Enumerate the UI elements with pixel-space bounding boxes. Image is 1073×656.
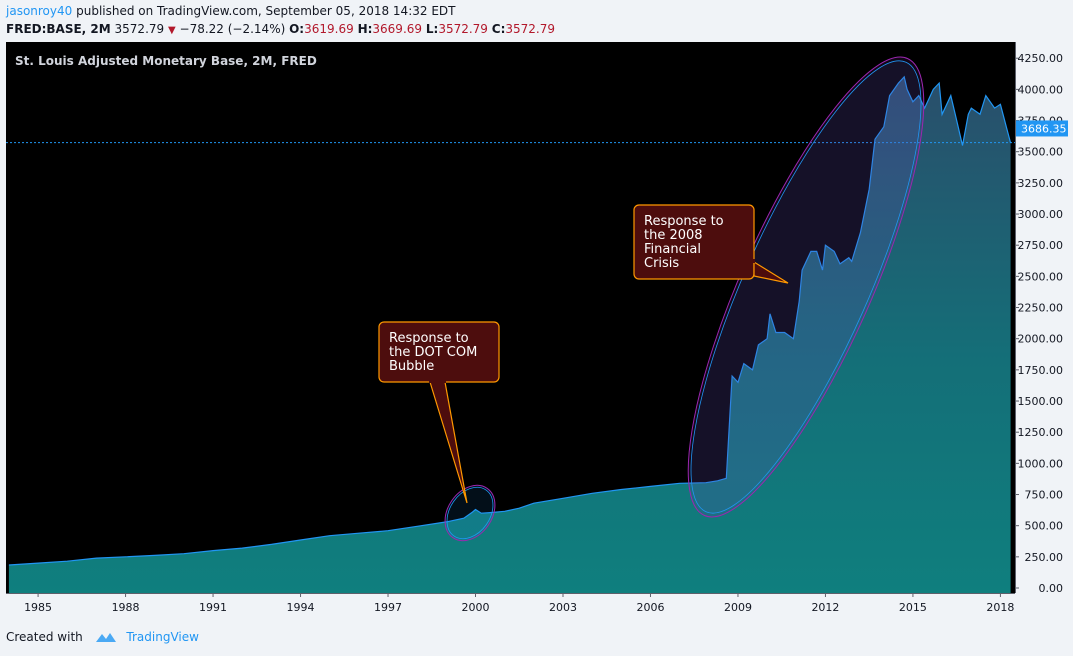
footer: Created with TradingView (6, 630, 199, 646)
dotcom-callout-pointer-join (429, 379, 446, 383)
dotcom-ellipse-inner (446, 486, 494, 540)
symbol-label: FRED:BASE, 2M (6, 22, 111, 36)
x-tick-label: 1997 (374, 601, 402, 614)
y-tick-label: 3500.00 (1018, 146, 1064, 159)
tradingview-logo-icon[interactable] (95, 631, 117, 646)
close-value: 3572.79 (505, 22, 555, 36)
y-tick-label: 2750.00 (1018, 239, 1064, 252)
high-value: 3669.69 (372, 22, 423, 36)
close-label: C: (491, 22, 506, 36)
price-change: −78.22 (−2.14%) (179, 22, 286, 36)
dotcom-ellipse[interactable] (435, 476, 505, 550)
x-tick-label: 2000 (462, 601, 490, 614)
open-value: 3619.69 (304, 22, 354, 36)
dotcom-callout-text-line: Response to (389, 331, 469, 346)
y-tick-label: 1000.00 (1018, 457, 1064, 470)
price-label: 3686.35 (1021, 122, 1067, 135)
y-tick-label: 2250.00 (1018, 302, 1064, 315)
publish-text: published on TradingView.com, September … (76, 4, 456, 18)
dotcom-callout-text-line: Bubble (389, 359, 434, 374)
crisis-callout-pointer-join (753, 259, 755, 263)
y-tick-label: 4250.00 (1018, 52, 1064, 65)
price-label-box (1016, 120, 1068, 137)
x-tick-label: 1991 (199, 601, 227, 614)
y-tick-label: 3000.00 (1018, 208, 1064, 221)
chart-container[interactable]: Response to the DOT COM Bubble Response to t… (0, 42, 1073, 622)
crisis-callout-pointer (753, 260, 789, 284)
crisis-callout-text-line: Financial (644, 242, 701, 257)
x-tick-label: 2012 (811, 601, 839, 614)
y-tick-label: 0.00 (1039, 582, 1064, 595)
ohlc-legend: FRED:BASE, 2M 3572.79 ▼ −78.22 (−2.14%) … (6, 22, 555, 36)
dotcom-highlight[interactable] (435, 476, 505, 550)
area-fill (8, 76, 1011, 593)
open-label: O: (289, 22, 305, 36)
series-line (8, 75, 1012, 566)
low-label: L: (425, 22, 439, 36)
x-tick-label: 2018 (986, 601, 1014, 614)
down-arrow-icon: ▼ (167, 25, 176, 36)
crisis-callout-text-line: Response to (644, 214, 724, 229)
y-tick-label: 500.00 (1025, 520, 1064, 533)
x-tick-label: 2003 (549, 601, 577, 614)
x-tick-label: 2015 (899, 601, 927, 614)
tradingview-link[interactable]: TradingView (126, 630, 199, 644)
created-with-text: Created with (6, 630, 83, 644)
x-tick-label: 2009 (724, 601, 752, 614)
crisis-callout-box[interactable] (633, 204, 755, 280)
high-label: H: (357, 22, 373, 36)
y-tick-label: 3250.00 (1018, 177, 1064, 190)
crisis-callout-text-line: the 2008 (644, 228, 703, 243)
x-tick-label: 1988 (112, 601, 140, 614)
y-tick-label: 1500.00 (1018, 395, 1064, 408)
y-tick-label: 2000.00 (1018, 333, 1064, 346)
y-tick-label: 750.00 (1025, 489, 1064, 502)
last-price: 3572.79 (114, 22, 165, 36)
y-tick-label: 2500.00 (1018, 270, 1064, 283)
y-tick-label: 250.00 (1025, 551, 1064, 564)
y-tick-label: 1750.00 (1018, 364, 1064, 377)
publish-info: jasonroy40 published on TradingView.com,… (6, 4, 455, 18)
y-tick-label: 4000.00 (1018, 83, 1064, 96)
y-tick-label: 1250.00 (1018, 426, 1064, 439)
x-tick-label: 2006 (636, 601, 664, 614)
chart-title: St. Louis Adjusted Monetary Base, 2M, FR… (15, 54, 317, 68)
x-tick-label: 1994 (287, 601, 315, 614)
low-value: 3572.79 (438, 22, 488, 36)
author-link[interactable]: jasonroy40 (6, 4, 73, 18)
dotcom-callout-text-line: the DOT COM (389, 345, 477, 360)
crisis-callout-text-line: Crisis (644, 256, 679, 271)
x-tick-label: 1985 (24, 601, 52, 614)
